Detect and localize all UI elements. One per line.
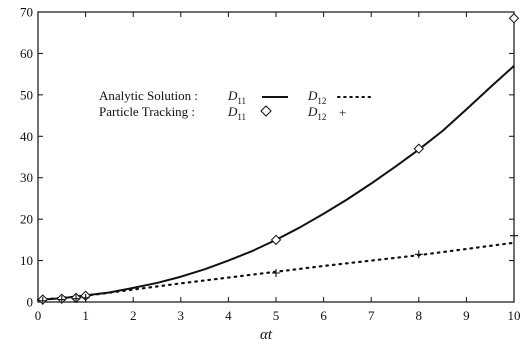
legend-analytic-label: Analytic Solution :: [99, 88, 198, 103]
markers: [38, 14, 518, 305]
diamond-marker-4: [272, 235, 281, 244]
legend-d11-symbol: D: [227, 88, 238, 103]
x-tick-label-2: 2: [130, 308, 137, 323]
plus-marker-4: [272, 269, 280, 277]
legend-d11-symbol-2: D: [227, 104, 238, 119]
plus-marker-5: [415, 250, 423, 258]
legend-d12-sub: 12: [317, 96, 326, 106]
diamond-marker-6: [510, 14, 519, 23]
y-tick-label-3: 30: [20, 170, 33, 185]
legend-d12-particle: D12: [307, 104, 326, 122]
y-tick-label-5: 50: [20, 87, 33, 102]
legend-particle-label: Particle Tracking :: [99, 104, 195, 119]
legend-d12-sub-2: 12: [317, 112, 326, 122]
y-tick-label-1: 10: [20, 253, 33, 268]
x-tick-label-9: 9: [463, 308, 470, 323]
x-tick-label-8: 8: [416, 308, 423, 323]
x-tick-label-5: 5: [273, 308, 280, 323]
y-tick-label-4: 40: [20, 129, 33, 144]
y-tick-label-6: 60: [20, 46, 33, 61]
x-tick-label-1: 1: [82, 308, 89, 323]
x-tick-label-6: 6: [320, 308, 327, 323]
legend-diamond-marker: [261, 106, 271, 116]
legend-d11-sub: 11: [237, 96, 246, 106]
legend-d11-particle: D11: [227, 104, 246, 122]
legend-d12-symbol-2: D: [307, 104, 318, 119]
x-tick-label-7: 7: [368, 308, 375, 323]
x-tick-label-3: 3: [178, 308, 185, 323]
y-tick-label-2: 20: [20, 212, 33, 227]
y-tick-label-7: 70: [20, 5, 33, 20]
x-tick-label-10: 10: [508, 308, 521, 323]
legend-plus-marker: +: [339, 105, 346, 120]
plus-marker-6: [510, 232, 518, 240]
y-tick-label-0: 0: [27, 295, 34, 310]
legend: Analytic Solution : Particle Tracking : …: [99, 88, 372, 122]
plot-frame: [38, 12, 514, 302]
legend-d11-sub-2: 11: [237, 112, 246, 122]
legend-d12-symbol: D: [307, 88, 318, 103]
x-axis-label: αt: [260, 327, 273, 339]
x-tick-label-0: 0: [35, 308, 42, 323]
x-tick-label-4: 4: [225, 308, 232, 323]
